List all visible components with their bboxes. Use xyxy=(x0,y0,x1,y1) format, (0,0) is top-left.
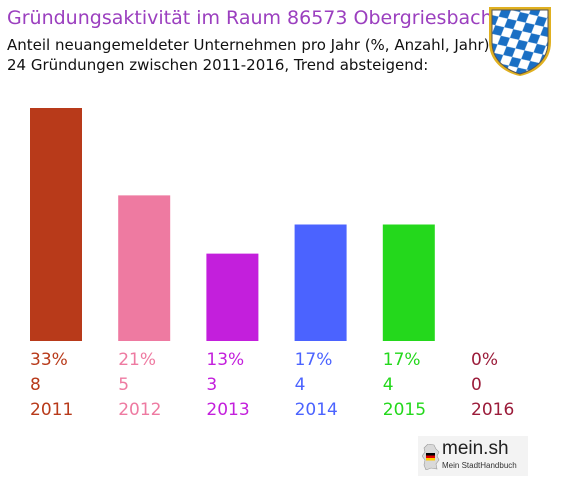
percent-label-2016: 0% xyxy=(471,350,498,370)
year-label-2012: 2012 xyxy=(118,400,161,420)
bar-2015 xyxy=(382,224,435,341)
bar-chart: 33% 8 2011 21% 5 2012 13% 3 2013 17% 4 2014 17% 4 2015… xyxy=(30,108,514,420)
count-label-2013: 3 xyxy=(206,375,217,395)
year-label-2015: 2015 xyxy=(383,400,426,420)
year-label-2013: 2013 xyxy=(206,400,249,420)
count-label-2015: 4 xyxy=(383,375,394,395)
percent-label-2013: 13% xyxy=(206,350,244,370)
chart-subtitle: Anteil neuangemeldeter Unternehmen pro J… xyxy=(7,36,490,54)
chart-summary: 24 Gründungen zwischen 2011-2016, Trend … xyxy=(7,56,429,74)
count-label-2012: 5 xyxy=(118,375,129,395)
count-label-2014: 4 xyxy=(295,375,306,395)
bar-2012 xyxy=(118,195,171,341)
brand-name: mein.sh xyxy=(442,438,509,459)
percent-label-2011: 33% xyxy=(30,350,68,370)
bar-2014 xyxy=(294,224,347,341)
brand-logo[interactable]: mein.sh Mein StadtHandbuch xyxy=(418,436,528,476)
bar-2011 xyxy=(30,108,82,341)
year-label-2011: 2011 xyxy=(30,400,73,420)
bar-2013 xyxy=(206,253,259,341)
count-label-2016: 0 xyxy=(471,375,482,395)
percent-label-2012: 21% xyxy=(118,350,156,370)
germany-map-icon xyxy=(422,444,440,470)
percent-label-2015: 17% xyxy=(383,350,421,370)
brand-tagline: Mein StadtHandbuch xyxy=(442,461,517,470)
bavarian-coat-of-arms-icon xyxy=(489,7,551,76)
year-label-2014: 2014 xyxy=(295,400,338,420)
percent-label-2014: 17% xyxy=(295,350,333,370)
chart-title: Gründungsaktivität im Raum 86573 Obergri… xyxy=(7,7,493,29)
count-label-2011: 8 xyxy=(30,375,41,395)
year-label-2016: 2016 xyxy=(471,400,514,420)
